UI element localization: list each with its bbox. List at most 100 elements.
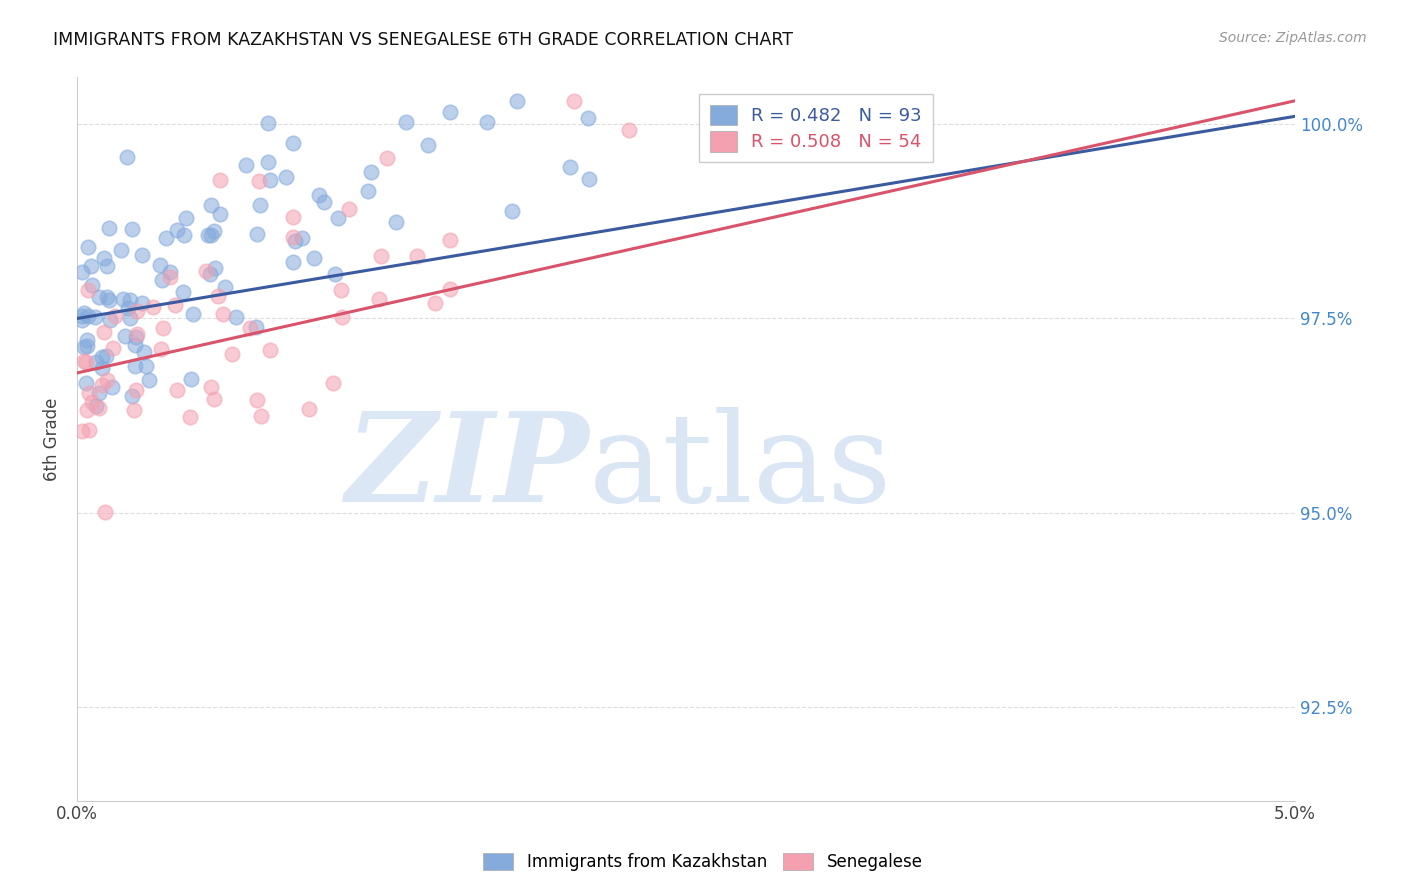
Point: [124, 338, 146, 352]
Point: [121, 388, 143, 402]
Point: [406, 249, 429, 263]
Point: [283, 210, 305, 224]
Point: [197, 228, 219, 243]
Point: [439, 282, 461, 296]
Point: [125, 330, 148, 344]
Point: [225, 310, 247, 325]
Point: [75, 355, 97, 369]
Point: [423, 296, 446, 310]
Point: [96, 349, 118, 363]
Point: [298, 402, 321, 417]
Point: [247, 174, 270, 188]
Point: [329, 283, 352, 297]
Point: [221, 346, 243, 360]
Point: [76, 283, 98, 297]
Point: [204, 260, 226, 275]
Point: [90, 360, 112, 375]
Point: [578, 171, 600, 186]
Point: [312, 194, 335, 209]
Text: ZIP: ZIP: [344, 408, 589, 529]
Point: [76, 333, 98, 347]
Point: [94, 505, 117, 519]
Point: [87, 386, 110, 401]
Point: [159, 265, 181, 279]
Point: [76, 402, 98, 417]
Point: [367, 292, 389, 306]
Y-axis label: 6th Grade: 6th Grade: [44, 397, 60, 481]
Point: [172, 285, 194, 299]
Point: [291, 231, 314, 245]
Point: [127, 326, 149, 341]
Point: [84, 399, 107, 413]
Point: [98, 313, 121, 327]
Text: IMMIGRANTS FROM KAZAKHSTAN VS SENEGALESE 6TH GRADE CORRELATION CHART: IMMIGRANTS FROM KAZAKHSTAN VS SENEGALESE…: [53, 31, 793, 49]
Point: [120, 311, 142, 326]
Point: [104, 310, 127, 324]
Point: [131, 296, 153, 310]
Point: [370, 249, 392, 263]
Point: [308, 188, 330, 202]
Point: [395, 115, 418, 129]
Point: [121, 222, 143, 236]
Point: [249, 197, 271, 211]
Point: [506, 95, 529, 109]
Point: [259, 173, 281, 187]
Point: [110, 244, 132, 258]
Point: [281, 230, 304, 244]
Point: [152, 321, 174, 335]
Point: [357, 184, 380, 198]
Point: [155, 231, 177, 245]
Point: [87, 401, 110, 415]
Point: [246, 227, 269, 241]
Point: [159, 269, 181, 284]
Point: [112, 292, 135, 306]
Point: [70, 313, 93, 327]
Point: [117, 150, 139, 164]
Point: [101, 379, 124, 393]
Point: [114, 329, 136, 343]
Point: [173, 228, 195, 243]
Point: [70, 424, 93, 438]
Point: [202, 392, 225, 406]
Point: [73, 340, 96, 354]
Point: [562, 94, 585, 108]
Point: [619, 123, 641, 137]
Point: [90, 377, 112, 392]
Point: [103, 341, 125, 355]
Point: [131, 248, 153, 262]
Point: [281, 136, 304, 150]
Point: [150, 342, 173, 356]
Point: [96, 373, 118, 387]
Point: [98, 293, 121, 308]
Point: [80, 395, 103, 409]
Point: [181, 307, 204, 321]
Point: [179, 409, 201, 424]
Point: [76, 339, 98, 353]
Point: [90, 350, 112, 364]
Point: [239, 320, 262, 334]
Point: [174, 211, 197, 225]
Point: [284, 234, 307, 248]
Text: Source: ZipAtlas.com: Source: ZipAtlas.com: [1219, 31, 1367, 45]
Point: [501, 204, 523, 219]
Point: [337, 202, 360, 216]
Point: [257, 155, 280, 169]
Point: [122, 402, 145, 417]
Point: [200, 198, 222, 212]
Point: [149, 258, 172, 272]
Point: [79, 259, 101, 273]
Point: [322, 376, 344, 391]
Point: [132, 345, 155, 359]
Point: [166, 383, 188, 397]
Legend: R = 0.482   N = 93, R = 0.508   N = 54: R = 0.482 N = 93, R = 0.508 N = 54: [699, 94, 932, 162]
Point: [93, 251, 115, 265]
Point: [98, 220, 121, 235]
Point: [150, 273, 173, 287]
Point: [70, 265, 93, 279]
Point: [135, 359, 157, 373]
Point: [323, 267, 346, 281]
Point: [77, 310, 100, 324]
Point: [576, 111, 599, 125]
Point: [166, 222, 188, 236]
Point: [330, 310, 353, 324]
